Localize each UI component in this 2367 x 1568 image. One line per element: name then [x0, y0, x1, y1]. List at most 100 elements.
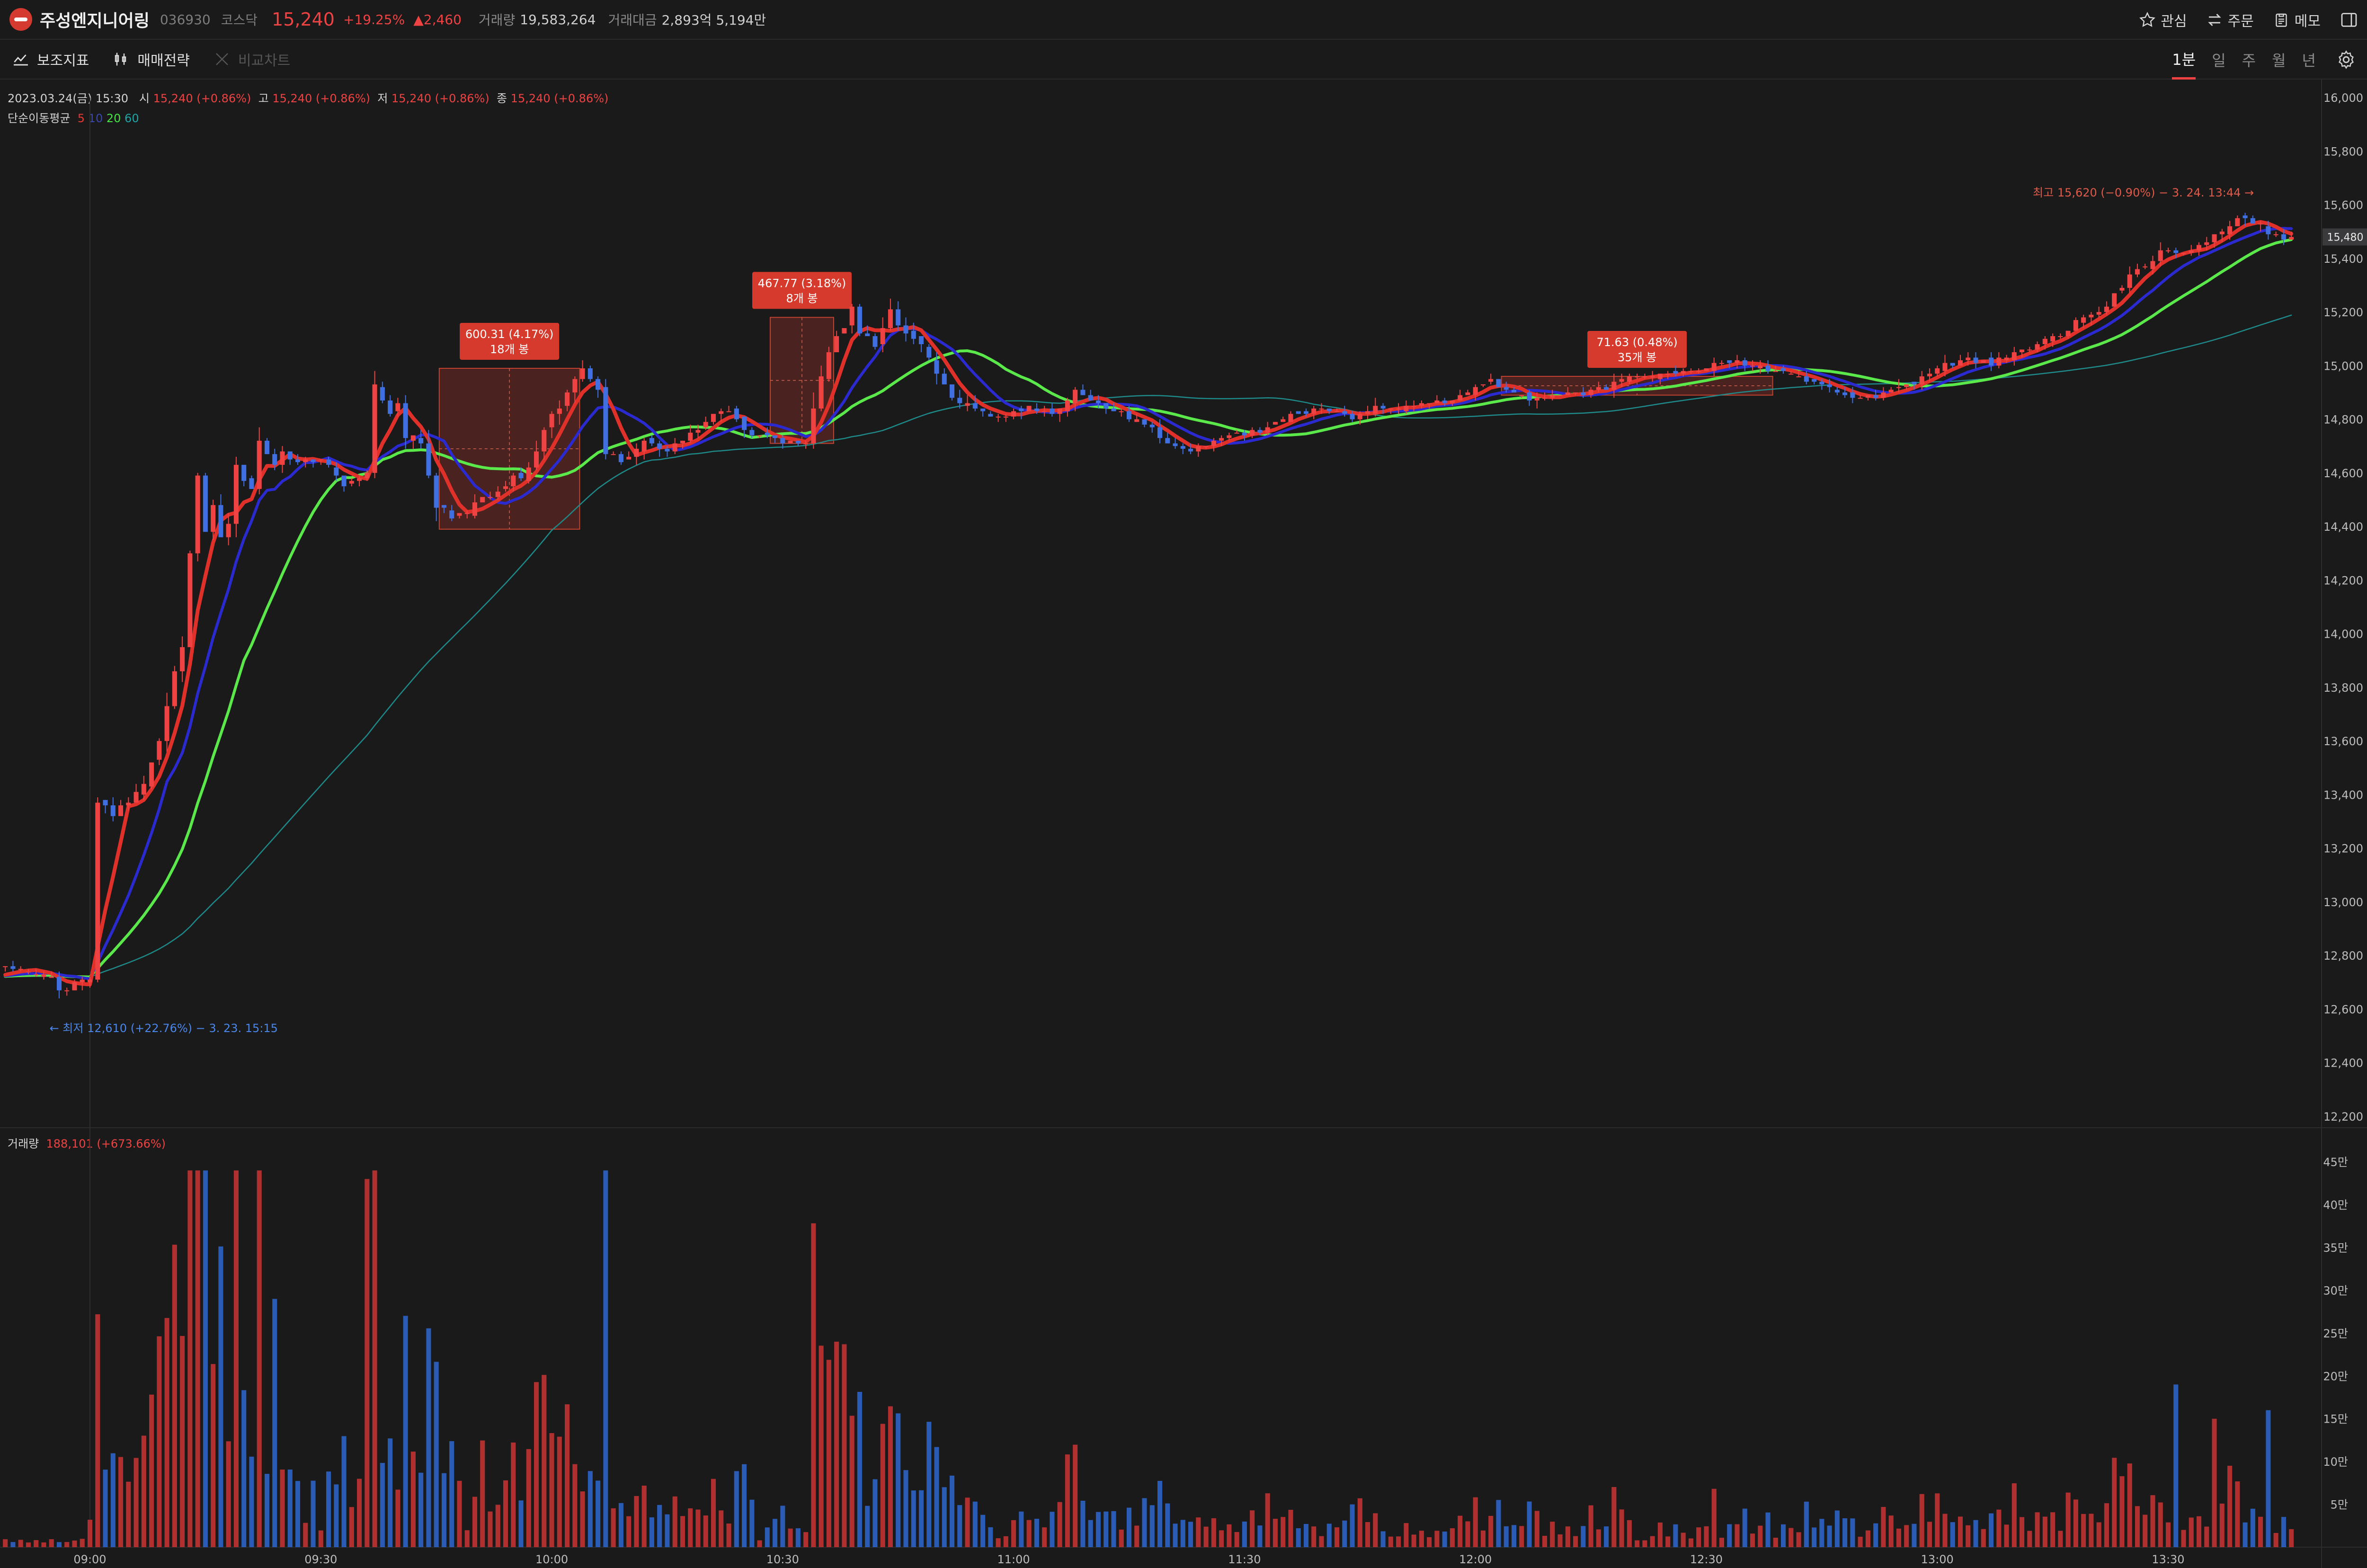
volume-bar — [1480, 1530, 1486, 1547]
candle-body — [1380, 406, 1386, 409]
volume-bar — [303, 1523, 308, 1547]
volume-tick-label: 10만 — [2323, 1455, 2348, 1469]
volume-bar — [1881, 1507, 1886, 1547]
candle-body — [1619, 379, 1624, 382]
volume-bar — [688, 1508, 693, 1547]
volume-bar — [1796, 1532, 1801, 1547]
volume-bar — [1650, 1536, 1655, 1547]
volume-bar — [1765, 1512, 1771, 1547]
volume-bar — [2011, 1483, 2017, 1547]
candle-body — [1227, 435, 1232, 438]
volume-bar — [1966, 1525, 1971, 1547]
volume-bar — [1581, 1526, 1586, 1547]
candle-body — [872, 336, 878, 347]
volume-bar — [703, 1515, 708, 1547]
candle-body — [719, 411, 724, 414]
candle-body — [918, 336, 924, 345]
volume-bar — [880, 1424, 885, 1547]
volume-bar — [765, 1527, 770, 1547]
candle-body — [49, 977, 54, 978]
candle-body — [395, 403, 400, 411]
candle-body — [1388, 408, 1393, 410]
candle-body — [526, 467, 531, 481]
low-value: 15,240 (+0.86%) — [392, 92, 489, 105]
time-tick-label: 13:00 — [1921, 1553, 1954, 1566]
price-tick-label: 14,200 — [2323, 574, 2363, 587]
candle-body — [1234, 432, 1239, 434]
panel-toggle-icon[interactable] — [2340, 10, 2358, 29]
candle-body — [1350, 414, 1355, 419]
candle-body — [2065, 330, 2071, 337]
volume-bar — [773, 1519, 778, 1547]
candle-body — [926, 347, 932, 358]
candle-body — [834, 336, 839, 352]
strategy-button[interactable]: 매매전략 — [112, 49, 190, 70]
volume-bar — [1557, 1534, 1563, 1547]
candle-body — [1334, 411, 1340, 412]
candle-body — [765, 432, 770, 436]
volume-bar — [257, 1170, 262, 1547]
candle-body — [1095, 400, 1101, 403]
volume-bar — [295, 1481, 301, 1547]
volume-bar — [557, 1436, 562, 1547]
volume-bar — [1858, 1536, 1863, 1547]
candle-body — [957, 398, 962, 403]
time-tick-label: 10:00 — [535, 1553, 568, 1566]
candle-body — [1942, 363, 1948, 371]
compare-button[interactable]: 비교차트 — [213, 49, 290, 70]
volume-bar — [1411, 1534, 1416, 1547]
memo-button[interactable]: 메모 — [2273, 9, 2321, 30]
candle-body — [1219, 438, 1224, 441]
candle-body — [1419, 403, 1424, 406]
volume-bar — [2281, 1517, 2286, 1547]
tab-month[interactable]: 월 — [2272, 52, 2286, 70]
watch-button[interactable]: 관심 — [2139, 9, 2187, 30]
stock-header: 주성엔지니어링 036930 코스닥 15,240 +19.25% ▲2,460… — [0, 0, 2367, 40]
candle-body — [1250, 430, 1255, 436]
range-label-value: 600.31 (4.17%) — [465, 328, 554, 341]
volume-bar — [1681, 1532, 1686, 1547]
ma-legend-label: 단순이동평균 — [8, 112, 71, 125]
volume-bar — [757, 1540, 762, 1547]
price-volume-chart[interactable]: 12,200 12,400 12,600 12,800 13,000 13,200 13,4… — [0, 80, 2367, 1568]
tab-1min[interactable]: 1분 — [2172, 40, 2196, 80]
volume-bar — [2058, 1531, 2063, 1547]
candle-body — [1919, 376, 1924, 384]
volume-bar — [126, 1481, 131, 1547]
candle-body — [149, 762, 154, 787]
price-tick-label: 13,600 — [2323, 735, 2363, 748]
stock-name[interactable]: 주성엔지니어링 — [40, 11, 150, 31]
volume-bar — [1334, 1527, 1340, 1547]
volume-bar — [95, 1314, 100, 1547]
volume-bar — [72, 1540, 77, 1547]
amount-value: 2,893억 5,194만 — [661, 12, 766, 28]
volume-bar — [949, 1475, 955, 1547]
candle-body — [1557, 395, 1563, 396]
candle-body — [2266, 226, 2271, 234]
tab-day[interactable]: 일 — [2212, 52, 2226, 70]
candle-body — [2227, 226, 2233, 234]
price-tick-label: 12,400 — [2323, 1057, 2363, 1070]
candle-body — [280, 451, 285, 465]
indicators-button[interactable]: 보조지표 — [11, 49, 89, 70]
volume-bar — [565, 1404, 570, 1547]
tab-week[interactable]: 주 — [2242, 52, 2256, 70]
volume-bar — [311, 1480, 316, 1547]
ma-legend[interactable]: 단순이동평균 5 10 20 60 — [8, 109, 139, 125]
volume-bar — [1865, 1530, 1870, 1547]
order-button[interactable]: 주문 — [2206, 9, 2254, 30]
tab-year[interactable]: 년 — [2302, 52, 2316, 70]
volume-bar — [1604, 1526, 1609, 1547]
volume-bar — [441, 1473, 446, 1547]
candle-body — [1211, 440, 1216, 446]
volume-bar — [819, 1345, 824, 1547]
candle-body — [988, 414, 993, 417]
candle-body — [2020, 349, 2025, 352]
gear-icon[interactable] — [2336, 49, 2357, 70]
high-label: 고 — [258, 92, 269, 105]
candle-body — [680, 440, 685, 444]
candle-body — [1157, 427, 1163, 438]
candle-body — [1642, 376, 1647, 377]
volume-bar — [341, 1436, 347, 1547]
volume-bar — [1134, 1525, 1139, 1547]
